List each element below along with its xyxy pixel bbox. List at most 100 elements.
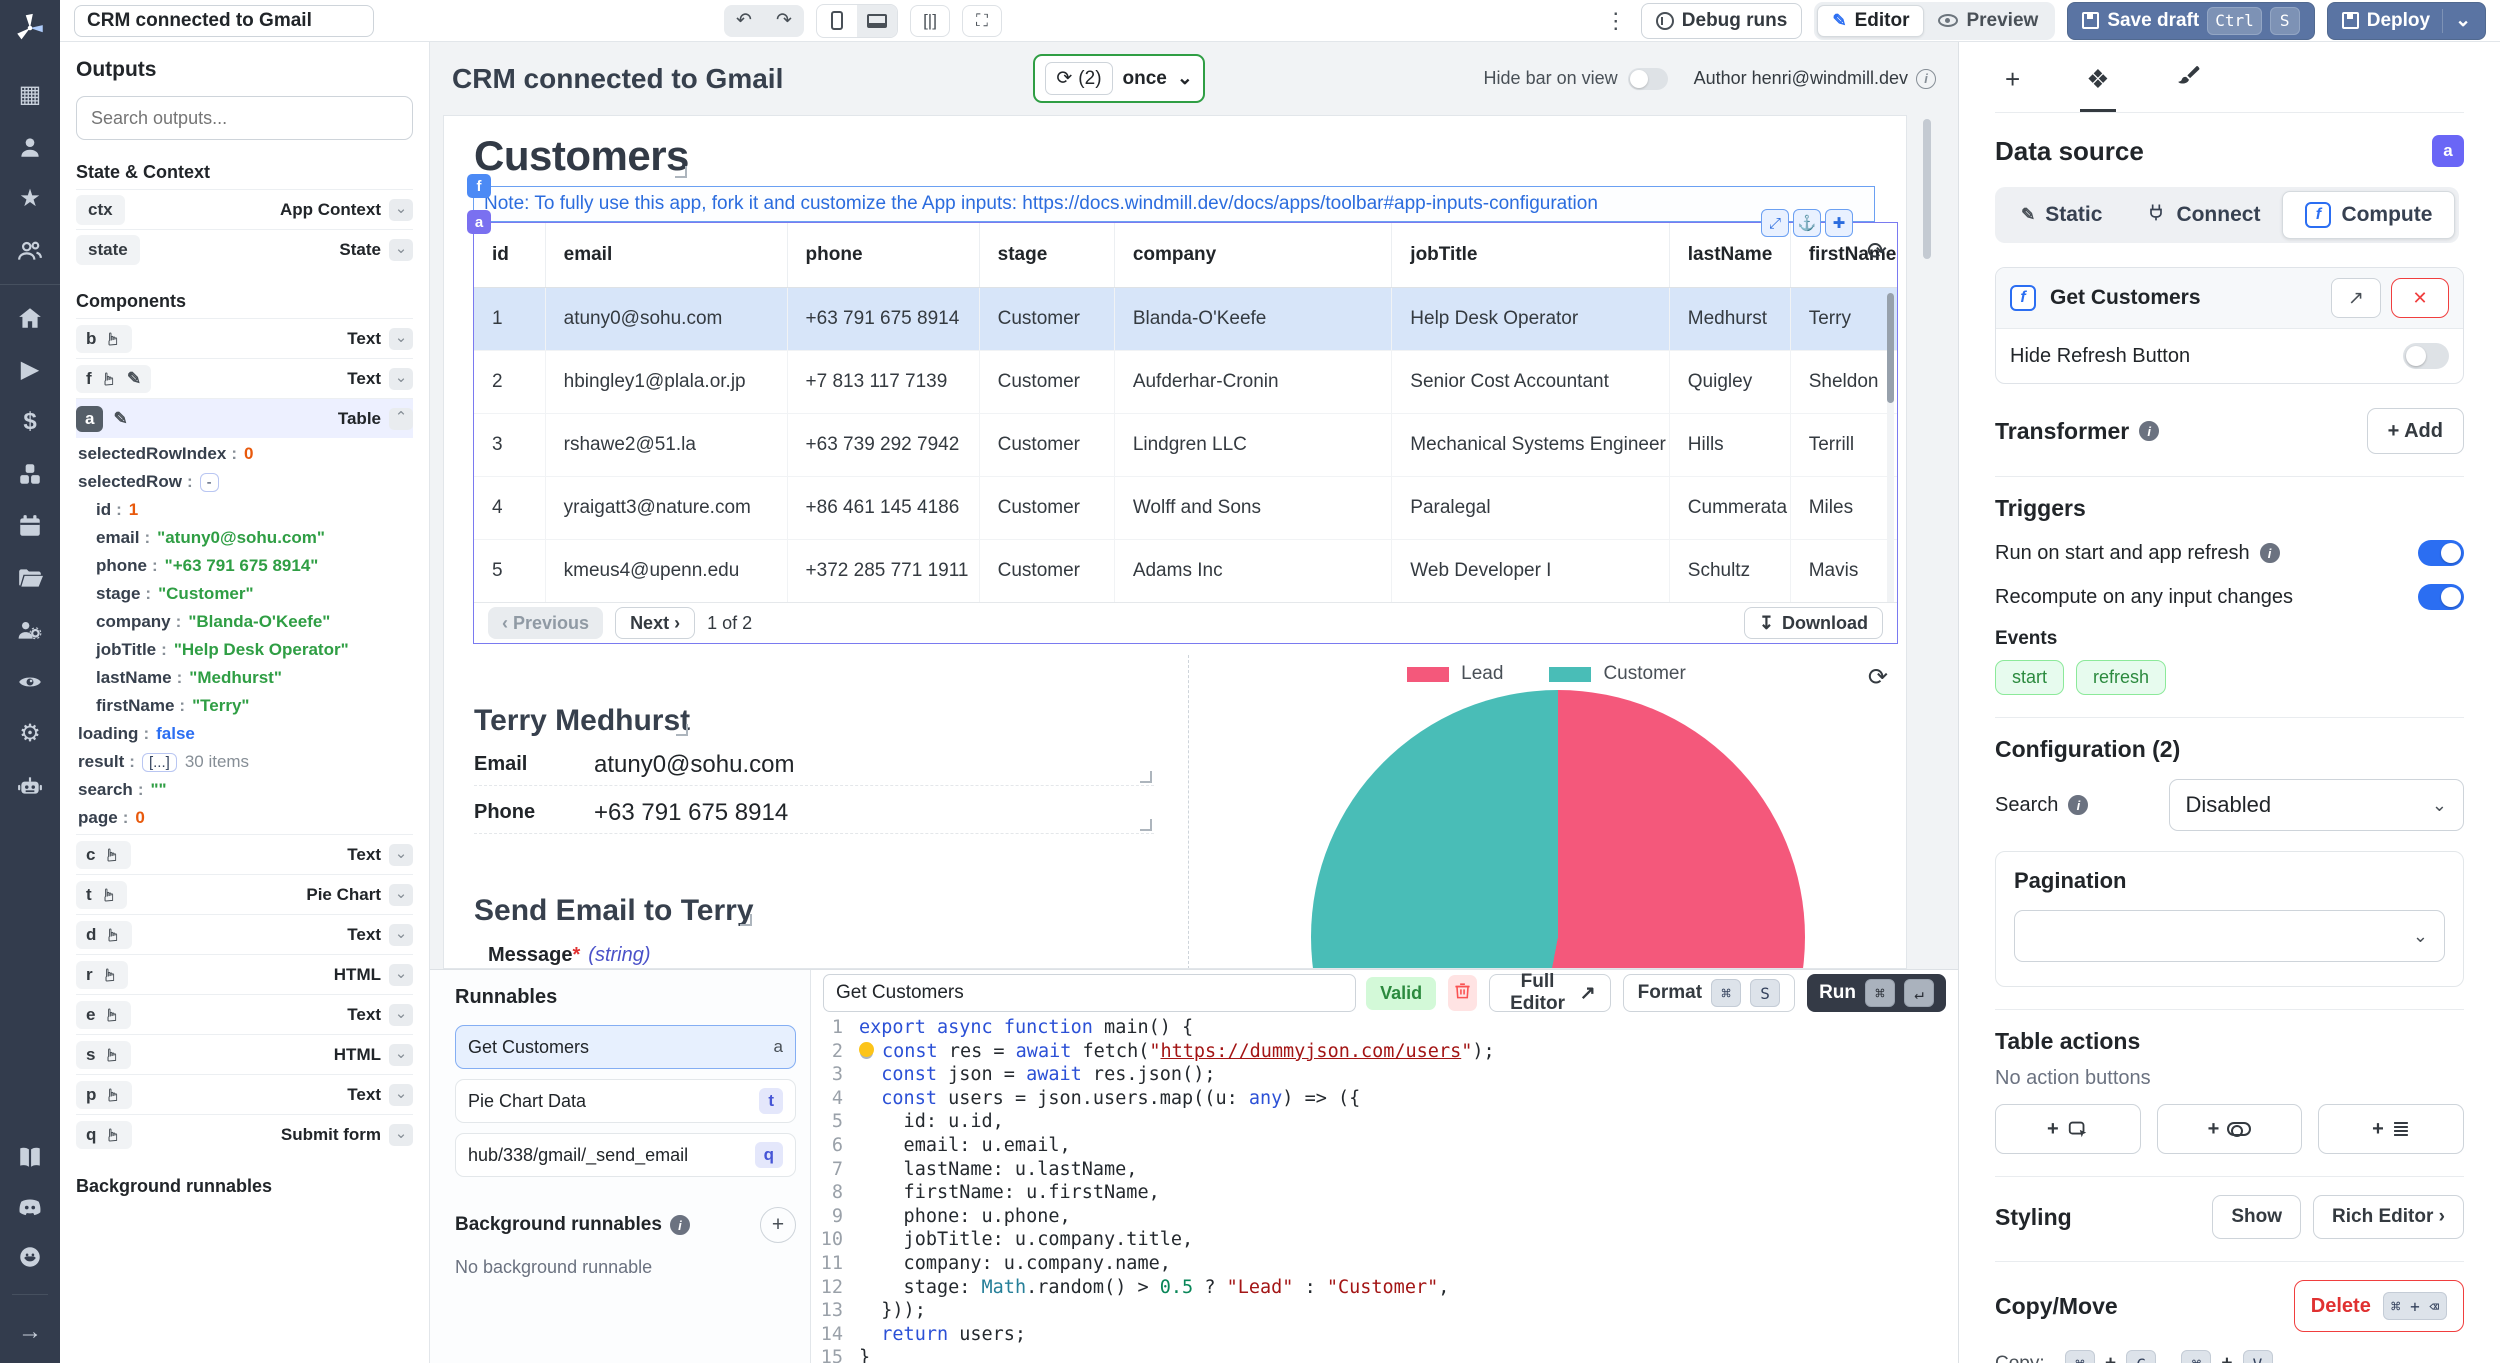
desktop-view-button[interactable] xyxy=(857,4,897,37)
chart-refresh-icon[interactable]: ⟳ xyxy=(1867,664,1888,691)
code-area[interactable]: 1 export async function main() {2 const re… xyxy=(811,1016,1958,1363)
search-outputs-input[interactable] xyxy=(76,96,413,140)
delete-runnable-button[interactable] xyxy=(1448,975,1478,1011)
table-cell[interactable]: Schultz xyxy=(1669,539,1791,603)
component-row-r[interactable]: r ☞ HTML ⌄ xyxy=(76,954,413,994)
table-column-header[interactable]: phone xyxy=(787,223,980,288)
chevron-down-icon[interactable]: ⌄ xyxy=(389,1083,413,1106)
info-icon[interactable]: i xyxy=(2259,543,2280,563)
table-cell[interactable]: Customer xyxy=(979,287,1115,351)
trigger-toggle[interactable] xyxy=(2418,540,2464,566)
schedules-calendar-icon[interactable] xyxy=(17,513,43,539)
windmill-logo-icon[interactable] xyxy=(10,8,50,48)
run-button[interactable]: Run ⌘ ↵ xyxy=(1807,974,1946,1012)
tab-insert-plus-icon[interactable]: + xyxy=(2005,64,2021,94)
form-component-badge[interactable]: f xyxy=(467,174,491,198)
github-icon[interactable] xyxy=(17,1244,43,1270)
runnable-name-input[interactable] xyxy=(823,974,1357,1012)
undo-button[interactable]: ↶ xyxy=(724,5,764,37)
more-menu-button[interactable]: ⋮ xyxy=(1601,5,1631,37)
table-cell[interactable]: Terrill xyxy=(1790,413,1897,477)
star-icon[interactable]: ★ xyxy=(19,185,41,212)
debug-runs-button[interactable]: Debug runs xyxy=(1640,2,1803,39)
table-component-badge[interactable]: a xyxy=(467,210,491,234)
chevron-down-icon[interactable]: ⌄ xyxy=(389,1123,413,1146)
table-cell[interactable]: Adams Inc xyxy=(1114,539,1393,603)
component-id-chip[interactable]: q ☞ xyxy=(76,1120,132,1149)
chevron-down-icon[interactable]: ⌄ xyxy=(389,238,413,261)
discord-icon[interactable] xyxy=(17,1194,43,1220)
code-line[interactable]: 9 phone: u.phone, xyxy=(811,1205,1958,1229)
center-canvas-button[interactable]: [|] xyxy=(910,4,950,37)
chevron-down-icon[interactable]: ⌄ xyxy=(389,1043,413,1066)
context-key[interactable]: state xyxy=(76,234,140,265)
component-row-c[interactable]: c ☞ Text ⌄ xyxy=(76,834,413,874)
table-cell[interactable]: 2 xyxy=(474,350,546,414)
pencil-icon[interactable]: ✎ xyxy=(113,408,128,428)
chevron-down-icon[interactable]: ⌄ xyxy=(389,963,413,986)
code-line[interactable]: 6 email: u.email, xyxy=(811,1134,1958,1158)
table-cell[interactable]: Blanda-O'Keefe xyxy=(1114,287,1393,351)
settings-gear-icon[interactable]: ⚙ xyxy=(19,720,41,747)
table-column-header[interactable]: lastName xyxy=(1669,223,1791,288)
table-cell[interactable]: atuny0@sohu.com xyxy=(545,287,788,351)
add-toggle-action[interactable]: + xyxy=(2156,1104,2303,1154)
delete-component-button[interactable]: Delete ⌘ + ⌫ xyxy=(2293,1280,2464,1332)
users-icon[interactable] xyxy=(17,238,43,264)
main-scrollbar[interactable] xyxy=(1921,115,1933,969)
table-column-header[interactable]: id xyxy=(474,223,546,288)
table-cell[interactable]: rshawe2@51.la xyxy=(545,413,788,477)
table-cell[interactable]: Customer xyxy=(979,476,1115,540)
runs-play-icon[interactable]: ▶ xyxy=(20,356,40,383)
table-cell[interactable]: Aufderhar-Cronin xyxy=(1114,350,1393,414)
table-row[interactable]: 2 hbingley1@plala.or.jp +7 813 117 7139 Cus… xyxy=(474,350,1897,414)
code-line[interactable]: 11 company: u.company.name, xyxy=(811,1252,1958,1276)
schedule-dropdown[interactable]: once ⌄ xyxy=(1122,67,1193,90)
table-cell[interactable]: Paralegal xyxy=(1391,476,1670,540)
code-line[interactable]: 3 const json = await res.json(); xyxy=(811,1063,1958,1087)
hint-bulb-icon[interactable] xyxy=(859,1041,874,1057)
table-cell[interactable]: Wolff and Sons xyxy=(1114,476,1393,540)
prop-value[interactable]: - xyxy=(199,472,219,492)
table-cell[interactable]: +86 461 145 4186 xyxy=(787,476,980,540)
code-line[interactable]: 7 lastName: u.lastName, xyxy=(811,1158,1958,1182)
table-cell[interactable]: 4 xyxy=(474,476,546,540)
show-styling-button[interactable]: Show xyxy=(2212,1195,2302,1239)
code-line[interactable]: 1 export async function main() { xyxy=(811,1016,1958,1040)
table-cell[interactable]: Customer xyxy=(979,413,1115,477)
table-cell[interactable]: Help Desk Operator xyxy=(1391,287,1670,351)
table-cell[interactable]: Web Developer I xyxy=(1391,539,1670,603)
component-row-f[interactable]: f ☞ ✎ Text ⌄ xyxy=(76,358,413,398)
chevron-down-icon[interactable]: ⌄ xyxy=(389,1003,413,1026)
component-id-chip[interactable]: s ☞ xyxy=(76,1040,131,1069)
mobile-view-button[interactable] xyxy=(817,5,857,37)
tab-components-icon[interactable]: ❖ xyxy=(2080,56,2116,112)
home-icon[interactable] xyxy=(17,305,43,331)
context-key[interactable]: ctx xyxy=(76,194,125,225)
table-row[interactable]: 3 rshawe2@51.la +63 739 292 7942 Customer Li… xyxy=(474,413,1897,477)
state-context-row[interactable]: state State ⌄ xyxy=(76,229,413,269)
chevron-down-icon[interactable]: ⌃ xyxy=(389,407,413,430)
component-id-chip[interactable]: p ☞ xyxy=(76,1080,132,1109)
component-id-chip[interactable]: b ☞ xyxy=(76,324,132,353)
preview-tab[interactable]: Preview xyxy=(1924,5,2052,37)
table-cell[interactable]: hbingley1@plala.or.jp xyxy=(545,350,788,414)
user-icon[interactable] xyxy=(17,134,43,160)
workers-icon[interactable] xyxy=(17,617,43,643)
table-scrollbar[interactable] xyxy=(1887,293,1894,623)
search-config-select[interactable]: Disabled ⌄ xyxy=(2168,779,2464,831)
chevron-down-icon[interactable]: ⌄ xyxy=(389,843,413,866)
deploy-chevron-icon[interactable]: ⌄ xyxy=(2455,10,2471,31)
hide-bar-toggle[interactable] xyxy=(1627,67,1668,90)
add-background-runnable-button[interactable]: + xyxy=(760,1207,796,1243)
state-context-row[interactable]: ctx App Context ⌄ xyxy=(76,189,413,229)
add-select-action[interactable]: + ≣ xyxy=(2318,1104,2465,1154)
component-id-chip[interactable]: d ☞ xyxy=(76,920,132,949)
code-line[interactable]: 5 id: u.id, xyxy=(811,1110,1958,1134)
component-row-e[interactable]: e ☞ Text ⌄ xyxy=(76,994,413,1034)
table-cell[interactable]: Quigley xyxy=(1669,350,1791,414)
docs-book-icon[interactable] xyxy=(17,1144,43,1170)
mode-static[interactable]: ✎ Static xyxy=(1999,191,2124,239)
prop-value[interactable]: [...] xyxy=(141,752,177,772)
hide-refresh-toggle[interactable] xyxy=(2403,343,2449,369)
